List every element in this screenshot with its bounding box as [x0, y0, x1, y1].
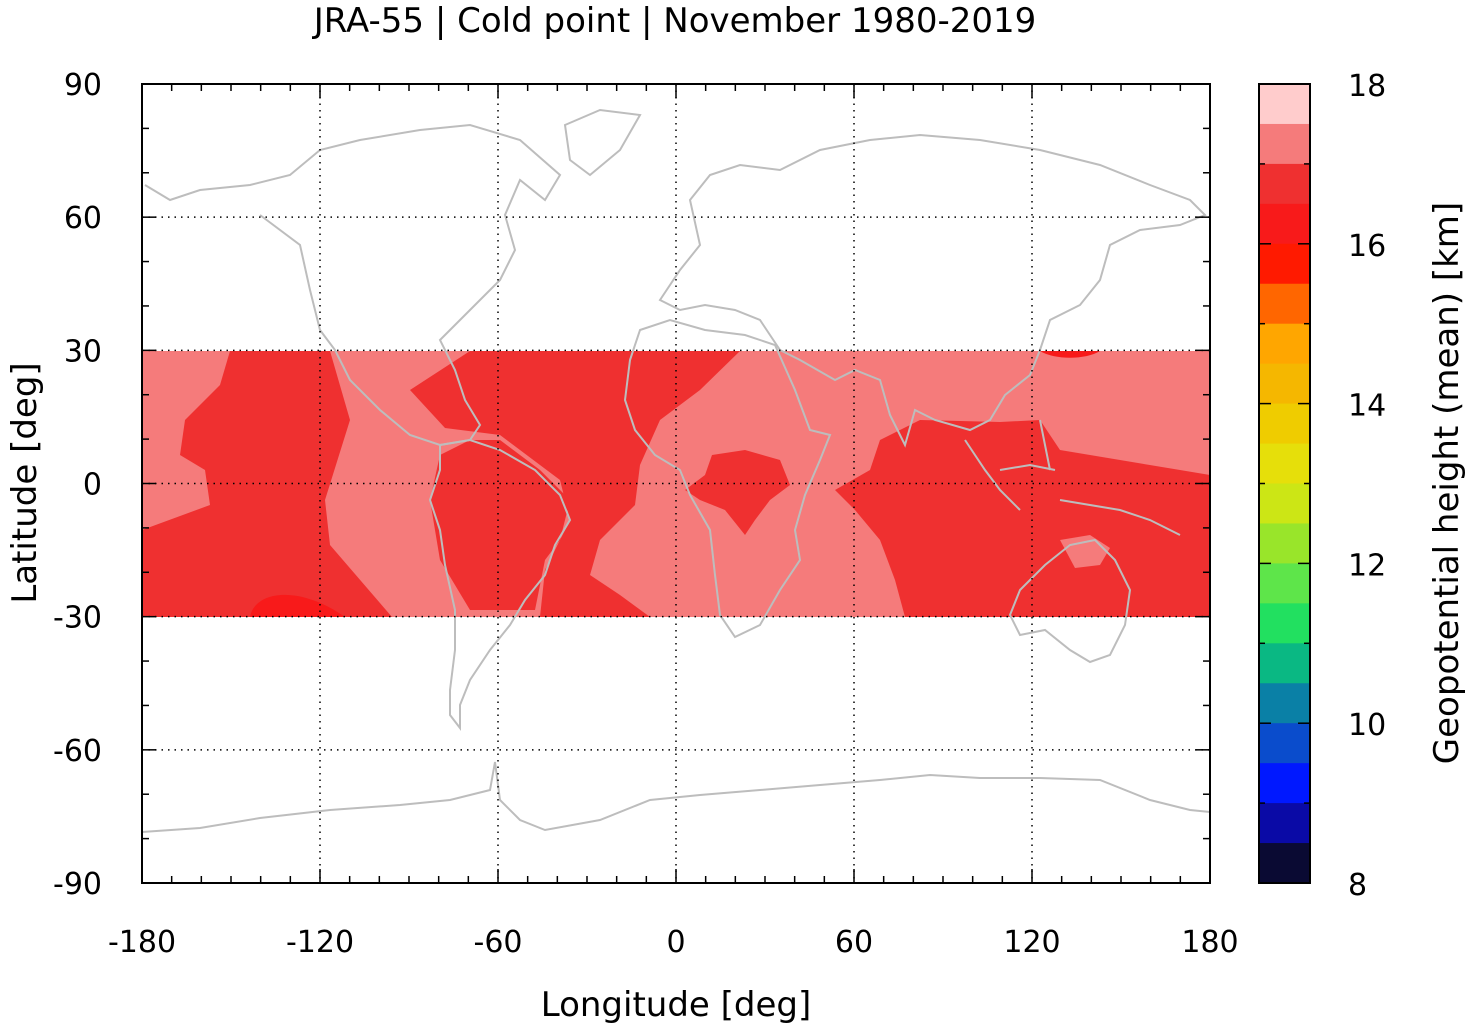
coastline-africa [623, 318, 832, 639]
field-region-atlantic [410, 351, 740, 617]
colorbar-tick-label: 16 [1348, 229, 1386, 264]
y-tick-label: -60 [53, 734, 102, 769]
colorbar-bin [1259, 123, 1310, 165]
x-tick-label: -60 [474, 925, 523, 960]
y-tick-label: -30 [53, 601, 102, 636]
coastline-antarctica [141, 761, 1211, 833]
map-panel [141, 83, 1211, 884]
colorbar-bin [1259, 163, 1310, 205]
y-axis-label: Latitude [deg] [5, 362, 45, 603]
map-frame [141, 83, 1211, 884]
y-tick-label: 90 [64, 68, 102, 103]
colorbar-bin [1259, 283, 1310, 325]
colorbar-tick-label: 12 [1348, 548, 1386, 583]
colorbar-bin [1259, 403, 1310, 445]
colorbar-tick-label: 18 [1348, 69, 1386, 104]
colorbar-bin [1259, 803, 1310, 844]
coastline-australia [1008, 538, 1132, 664]
field-region-max-asia [1040, 351, 1100, 358]
x-tick-label: 120 [1003, 925, 1060, 960]
y-tick-label: 0 [83, 468, 102, 503]
colorbar-tick-label: 14 [1348, 389, 1386, 424]
x-tick-label: 180 [1181, 925, 1238, 960]
colorbar-label: Geopotential height (mean) [km] [1427, 202, 1467, 764]
coastline-eurasia [658, 133, 1207, 448]
field-region-congo [685, 450, 790, 535]
colorbar-tick-label: 10 [1348, 708, 1386, 743]
colorbar-tick-label: 8 [1348, 868, 1367, 903]
x-tick-labels: -180 -120 -60 0 60 120 180 [108, 925, 1239, 960]
coastlines [141, 108, 1211, 833]
colorbar-bin [1259, 723, 1310, 764]
y-tick-label: 60 [64, 201, 102, 236]
colorbar-bin [1259, 203, 1310, 245]
y-tick-label: -90 [53, 867, 102, 902]
colorbar-bin [1259, 763, 1310, 804]
y-tick-label: 30 [64, 334, 102, 369]
x-tick-label: -120 [286, 925, 354, 960]
colorbar-bin [1259, 843, 1310, 884]
colorbar-bin [1259, 603, 1310, 644]
coastline-greenland [563, 108, 642, 177]
colorbar-bin [1259, 523, 1310, 564]
x-tick-label: 60 [835, 925, 873, 960]
x-axis-label: Longitude [deg] [541, 985, 812, 1025]
plot-title: JRA-55 | Cold point | November 1980-2019 [312, 1, 1037, 41]
coastline-south-america [428, 438, 572, 731]
colorbar-bin [1259, 243, 1310, 285]
colorbar-bin [1259, 643, 1310, 684]
colorbar-bin [1259, 84, 1310, 125]
x-tick-label: 0 [666, 925, 685, 960]
colorbar-bins [1259, 84, 1310, 884]
colorbar-ticks: 18 16 14 12 10 8 [1259, 69, 1386, 903]
coastline-maritime-islands [964, 419, 1181, 536]
y-tick-labels: 90 60 30 0 -30 -60 -90 [53, 68, 102, 902]
field-region-maritime-continent [835, 420, 1210, 617]
field-region-amazon [430, 440, 570, 610]
grid-lines [142, 84, 1210, 883]
field-region-max [250, 594, 345, 617]
colorbar-bin [1259, 323, 1310, 365]
colorbar: 18 16 14 12 10 8 Geopotential height (mean) [… [1258, 69, 1467, 903]
colorbar-bin [1259, 483, 1310, 524]
colorbar-bin [1259, 443, 1310, 484]
colorbar-bin [1259, 363, 1310, 405]
colorbar-bin [1259, 683, 1310, 724]
x-tick-label: -180 [108, 925, 176, 960]
colorbar-bin [1259, 563, 1310, 604]
